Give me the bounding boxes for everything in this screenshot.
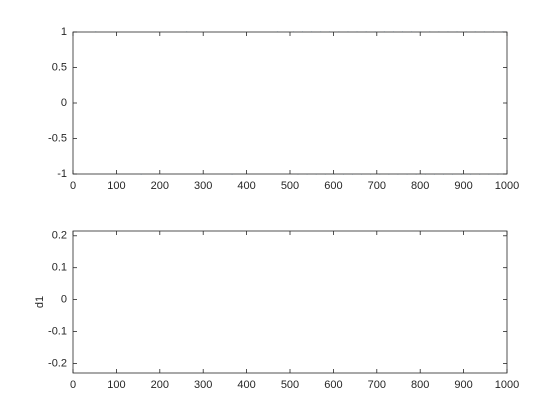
x-tick-label: 500: [281, 180, 299, 192]
y-tick-label: 1: [61, 26, 67, 38]
x-tick-label: 700: [368, 379, 386, 391]
y-tick-label: -1: [57, 168, 67, 180]
x-tick-label: 1000: [495, 379, 519, 391]
subplot: 0 100 200 300 400 500 600 700 800 900 1000 -1 -0.5 0 0…: [48, 26, 519, 192]
y-axis-label: d1: [34, 296, 46, 308]
y-tick-label: 0: [61, 97, 67, 109]
x-tick-label: 300: [194, 180, 212, 192]
y-tick-label: 0: [61, 294, 67, 306]
axes-box: [72, 230, 508, 374]
axes-box: [72, 31, 508, 175]
x-tick-label: 1000: [495, 180, 519, 192]
x-tick-label: 900: [454, 180, 472, 192]
y-tick-label: -0.1: [48, 325, 67, 337]
x-tick-label: 800: [411, 180, 429, 192]
x-tick-label: 800: [411, 379, 429, 391]
y-tick-label: -0.5: [48, 132, 67, 144]
y-tick-label: 0.5: [52, 61, 67, 73]
x-tick-label: 500: [281, 379, 299, 391]
x-tick-label: 700: [368, 180, 386, 192]
x-tick-label: 100: [107, 180, 125, 192]
x-tick-label: 200: [151, 180, 169, 192]
y-tick-label: 0.1: [52, 262, 67, 274]
subplot: 0 100 200 300 400 500 600 700 800 900 1000 -0.2 -0.1…: [34, 230, 519, 391]
x-tick-label: 600: [324, 379, 342, 391]
x-tick-label: 0: [70, 180, 76, 192]
x-tick-label: 300: [194, 379, 212, 391]
x-tick-label: 0: [70, 379, 76, 391]
x-tick-label: 900: [454, 379, 472, 391]
x-tick-label: 200: [151, 379, 169, 391]
x-tick-label: 400: [237, 180, 255, 192]
x-tick-label: 100: [107, 379, 125, 391]
y-tick-label: 0.2: [52, 230, 67, 242]
x-tick-label: 600: [324, 180, 342, 192]
x-tick-label: 400: [237, 379, 255, 391]
y-tick-label: -0.2: [48, 357, 67, 369]
